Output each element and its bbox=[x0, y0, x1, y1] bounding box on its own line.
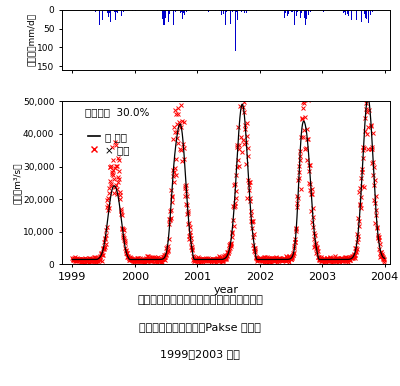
Text: 図３　観測流量と流出モデルによる推定流: 図３ 観測流量と流出モデルによる推定流 bbox=[137, 295, 263, 305]
Text: 相対誤差  30.0%: 相対誤差 30.0% bbox=[85, 107, 149, 117]
Y-axis label: 流量（m³/s）: 流量（m³/s） bbox=[12, 162, 22, 204]
Legend: 一 推定, × 実測: 一 推定, × 実測 bbox=[84, 128, 134, 159]
Text: 量の比較（図１の本川Pakse 地点、: 量の比較（図１の本川Pakse 地点、 bbox=[139, 322, 261, 332]
Text: 1999～2003 年）: 1999～2003 年） bbox=[160, 349, 240, 359]
X-axis label: year: year bbox=[214, 285, 238, 295]
Y-axis label: 降雨量（mm/d）: 降雨量（mm/d） bbox=[27, 13, 36, 66]
